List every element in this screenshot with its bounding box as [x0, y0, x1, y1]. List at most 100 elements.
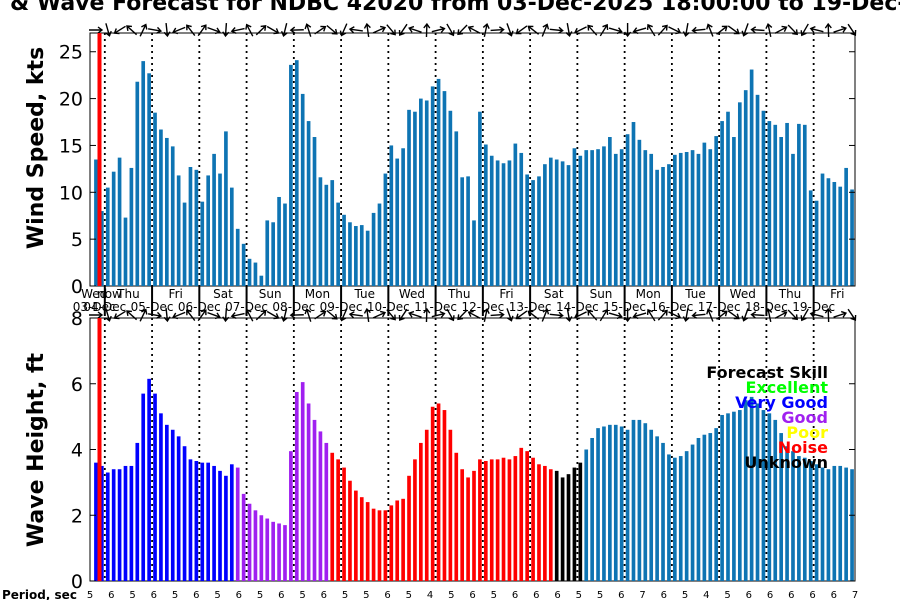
- period-value: 5: [129, 590, 135, 600]
- bar: [513, 143, 518, 286]
- bar: [182, 446, 187, 581]
- bar: [277, 196, 281, 286]
- bar: [726, 413, 730, 581]
- bar: [678, 456, 683, 581]
- direction-arrow: [624, 23, 632, 38]
- bar: [608, 137, 612, 286]
- direction-arrow: [727, 25, 740, 35]
- bar: [519, 152, 524, 286]
- direction-arrow: [408, 310, 422, 318]
- legend-item: Unknown: [744, 453, 828, 472]
- bar: [224, 475, 228, 581]
- period-value: 6: [618, 590, 624, 600]
- bar: [838, 465, 843, 581]
- bar: [206, 175, 211, 286]
- bar: [176, 175, 181, 286]
- bar: [572, 467, 577, 581]
- bar: [802, 457, 807, 581]
- direction-arrow: [599, 308, 609, 322]
- direction-arrow: [506, 23, 514, 37]
- period-value: 6: [193, 590, 199, 600]
- period-value: 5: [257, 590, 263, 600]
- bar: [318, 431, 323, 581]
- legend-item: Poor: [786, 423, 828, 442]
- bar: [442, 91, 447, 286]
- direction-arrow: [800, 23, 809, 37]
- bar: [188, 459, 193, 581]
- bar: [619, 149, 624, 286]
- bar: [265, 220, 270, 286]
- bar: [359, 497, 364, 581]
- bar: [194, 169, 199, 286]
- day-label: Fri: [499, 287, 513, 301]
- period-value: 6: [384, 590, 390, 600]
- period-value: 6: [469, 590, 475, 600]
- direction-arrow: [774, 25, 788, 34]
- legend-item: Very Good: [735, 393, 828, 412]
- bar: [838, 186, 843, 286]
- bar: [407, 109, 411, 286]
- bar: [306, 121, 311, 286]
- bar: [814, 200, 819, 286]
- bar: [383, 173, 388, 286]
- chart-title: & Wave Forecast for NDBC 42020 from 03-D…: [10, 0, 900, 16]
- wave-axis-label: Wave Height, ft: [24, 352, 49, 547]
- bar: [336, 459, 340, 581]
- direction-arrow: [255, 25, 267, 36]
- bar: [631, 419, 636, 581]
- bar: [147, 73, 151, 286]
- bar: [720, 121, 724, 286]
- direction-arrow: [741, 308, 749, 322]
- period-value: 5: [363, 590, 369, 600]
- bar: [655, 436, 659, 581]
- bar: [608, 424, 612, 581]
- bar: [342, 214, 346, 286]
- bar: [135, 81, 140, 286]
- bar: [814, 464, 819, 581]
- bar: [289, 64, 293, 286]
- direction-arrow: [565, 22, 573, 38]
- y-tick-label: 15: [59, 135, 83, 157]
- direction-arrow: [599, 23, 609, 37]
- bar: [105, 187, 110, 286]
- direction-arrow: [765, 307, 773, 322]
- bar: [436, 78, 441, 286]
- direction-arrow: [490, 311, 505, 319]
- y-tick-label: 25: [59, 42, 83, 64]
- y-tick-label: 0: [71, 571, 83, 593]
- bar: [165, 137, 169, 286]
- day-label: Wed: [399, 287, 425, 301]
- direction-arrow: [113, 310, 126, 320]
- period-value: 7: [852, 590, 858, 600]
- direction-arrow: [527, 310, 540, 320]
- direction-arrow: [847, 23, 857, 36]
- bar: [218, 173, 222, 286]
- direction-arrow: [774, 310, 788, 319]
- direction-arrow: [314, 25, 327, 35]
- bar: [129, 465, 134, 581]
- bar: [566, 474, 571, 581]
- bar: [690, 150, 695, 286]
- direction-arrow: [280, 308, 288, 322]
- bar: [791, 153, 795, 286]
- period-value: 5: [87, 590, 93, 600]
- bar: [253, 262, 258, 286]
- bar: [708, 433, 713, 581]
- bar: [714, 428, 719, 581]
- period-value: 5: [406, 590, 412, 600]
- direction-arrow: [105, 308, 112, 322]
- legend-item: Good: [781, 408, 828, 427]
- bar: [844, 467, 848, 581]
- bar: [708, 149, 713, 286]
- direction-arrow: [386, 309, 396, 321]
- bar: [312, 419, 317, 581]
- direction-arrow: [326, 309, 338, 320]
- bar: [720, 414, 724, 581]
- bar: [543, 164, 547, 286]
- direction-arrow: [549, 26, 564, 34]
- day-label: Thu: [778, 287, 802, 301]
- bar: [767, 121, 772, 286]
- direction-arrow: [457, 309, 468, 321]
- bar: [732, 137, 736, 286]
- bar: [224, 131, 228, 286]
